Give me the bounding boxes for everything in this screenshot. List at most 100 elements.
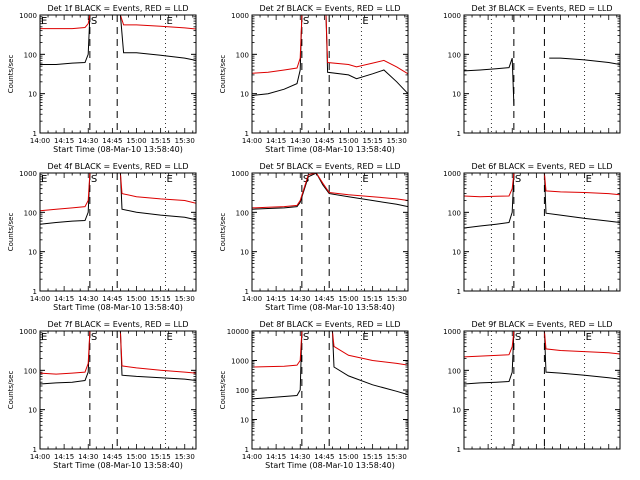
x-tick-label: 15:30: [387, 295, 407, 303]
y-axis-label: Counts/sec: [7, 213, 15, 252]
plot-frame: [463, 172, 621, 292]
marker-label: E: [41, 332, 47, 343]
panel-title: Det 5f BLACK = Events, RED = LLD: [259, 162, 400, 171]
x-tick-label: 15:15: [151, 295, 171, 303]
marker-label: E: [362, 174, 368, 185]
y-tick-label: 10000: [227, 328, 249, 336]
panel-title: Det 7f BLACK = Events, RED = LLD: [47, 320, 188, 329]
y-tick-label: 100: [24, 51, 37, 59]
y-tick-label: 100: [448, 51, 461, 59]
y-axis-label: Counts/sec: [219, 213, 227, 252]
x-tick-label: 14:45: [102, 453, 122, 461]
x-tick-label: 14:15: [54, 137, 74, 145]
y-tick-label: 10: [452, 249, 461, 257]
x-axis-label: Start Time (08-Mar-10 13:58:40): [265, 303, 395, 312]
x-tick-label: 14:30: [78, 137, 98, 145]
marker-label: S: [91, 16, 97, 27]
x-tick-label: 15:00: [126, 137, 146, 145]
plot-frame: [251, 172, 409, 292]
y-axis-label: Counts/sec: [219, 371, 227, 410]
x-tick-label: 14:00: [242, 137, 262, 145]
y-tick-label: 1000: [19, 328, 37, 336]
series-line-events: [252, 331, 408, 400]
series-line-lld: [252, 173, 408, 209]
marker-label: S: [515, 332, 521, 343]
y-tick-label: 100: [236, 387, 249, 395]
panel-title: Det 1f BLACK = Events, RED = LLD: [47, 4, 188, 13]
x-tick-label: 15:30: [387, 453, 407, 461]
plot-frame: [39, 172, 197, 292]
y-tick-label: 1: [457, 446, 461, 454]
x-tick-label: 14:30: [290, 137, 310, 145]
y-tick-label: 10: [28, 249, 37, 257]
y-tick-label: 100: [24, 367, 37, 375]
x-tick-label: 15:15: [151, 137, 171, 145]
y-tick-label: 10: [28, 407, 37, 415]
detector-panel-9: Det 9f BLACK = Events, RED = LLD S E 1 10 100…: [443, 320, 621, 454]
y-tick-label: 10: [240, 91, 249, 99]
x-tick-label: 15:00: [338, 453, 358, 461]
series-line-events: [252, 173, 408, 210]
panel-title: Det 6f BLACK = Events, RED = LLD: [471, 162, 612, 171]
y-tick-label: 1: [457, 288, 461, 296]
marker-label: E: [166, 16, 172, 27]
detector-panel-3: Det 3f BLACK = Events, RED = LLD 1 10 100 10…: [443, 4, 621, 138]
x-tick-label: 15:30: [387, 137, 407, 145]
series-line-lld: [40, 15, 196, 30]
y-tick-label: 1: [245, 130, 249, 138]
series-line-events: [40, 173, 196, 225]
y-tick-label: 1000: [231, 170, 249, 178]
y-tick-label: 10: [28, 91, 37, 99]
marker-label: E: [586, 332, 592, 343]
x-tick-label: 15:30: [175, 295, 195, 303]
marker-label: S: [91, 174, 97, 185]
marker-label: S: [303, 332, 309, 343]
x-tick-label: 15:30: [175, 137, 195, 145]
x-tick-label: 14:15: [266, 453, 286, 461]
y-tick-label: 1: [245, 446, 249, 454]
x-tick-label: 14:00: [30, 137, 50, 145]
x-tick-label: 14:15: [54, 295, 74, 303]
detector-panel-8: Det 8f BLACK = Events, RED = LLD S E 1 10 100…: [219, 320, 409, 470]
marker-label: S: [303, 174, 309, 185]
x-tick-label: 15:30: [175, 453, 195, 461]
x-tick-label: 14:00: [242, 295, 262, 303]
x-tick-label: 14:00: [30, 453, 50, 461]
panel-title: Det 3f BLACK = Events, RED = LLD: [471, 4, 612, 13]
marker-label: E: [166, 174, 172, 185]
y-axis-label: Counts/sec: [7, 371, 15, 410]
y-tick-label: 100: [448, 209, 461, 217]
y-tick-label: 10: [240, 417, 249, 425]
x-tick-label: 14:30: [78, 295, 98, 303]
plot-frame: [251, 14, 409, 134]
marker-label: E: [362, 16, 368, 27]
x-tick-label: 14:00: [30, 295, 50, 303]
series-line-events: [464, 331, 620, 385]
y-tick-label: 100: [236, 51, 249, 59]
x-tick-label: 15:15: [363, 295, 383, 303]
x-axis-label: Start Time (08-Mar-10 13:58:40): [53, 461, 183, 470]
x-tick-label: 14:15: [266, 295, 286, 303]
series-line-events: [40, 15, 196, 65]
y-tick-label: 100: [236, 209, 249, 217]
y-axis-label: Counts/sec: [219, 55, 227, 94]
x-tick-label: 14:30: [78, 453, 98, 461]
series-line-lld: [464, 331, 620, 358]
series-line-lld: [252, 15, 408, 75]
y-tick-label: 1: [33, 446, 37, 454]
x-tick-label: 14:15: [266, 137, 286, 145]
y-tick-label: 1000: [19, 12, 37, 20]
x-tick-label: 15:15: [363, 137, 383, 145]
panel-title: Det 9f BLACK = Events, RED = LLD: [471, 320, 612, 329]
y-tick-label: 10: [452, 91, 461, 99]
series-line-lld: [40, 173, 196, 212]
x-tick-label: 14:30: [290, 295, 310, 303]
marker-label: E: [166, 332, 172, 343]
y-tick-label: 1000: [443, 170, 461, 178]
y-tick-label: 1000: [19, 170, 37, 178]
x-axis-label: Start Time (08-Mar-10 13:58:40): [53, 303, 183, 312]
series-line-events: [464, 173, 620, 229]
